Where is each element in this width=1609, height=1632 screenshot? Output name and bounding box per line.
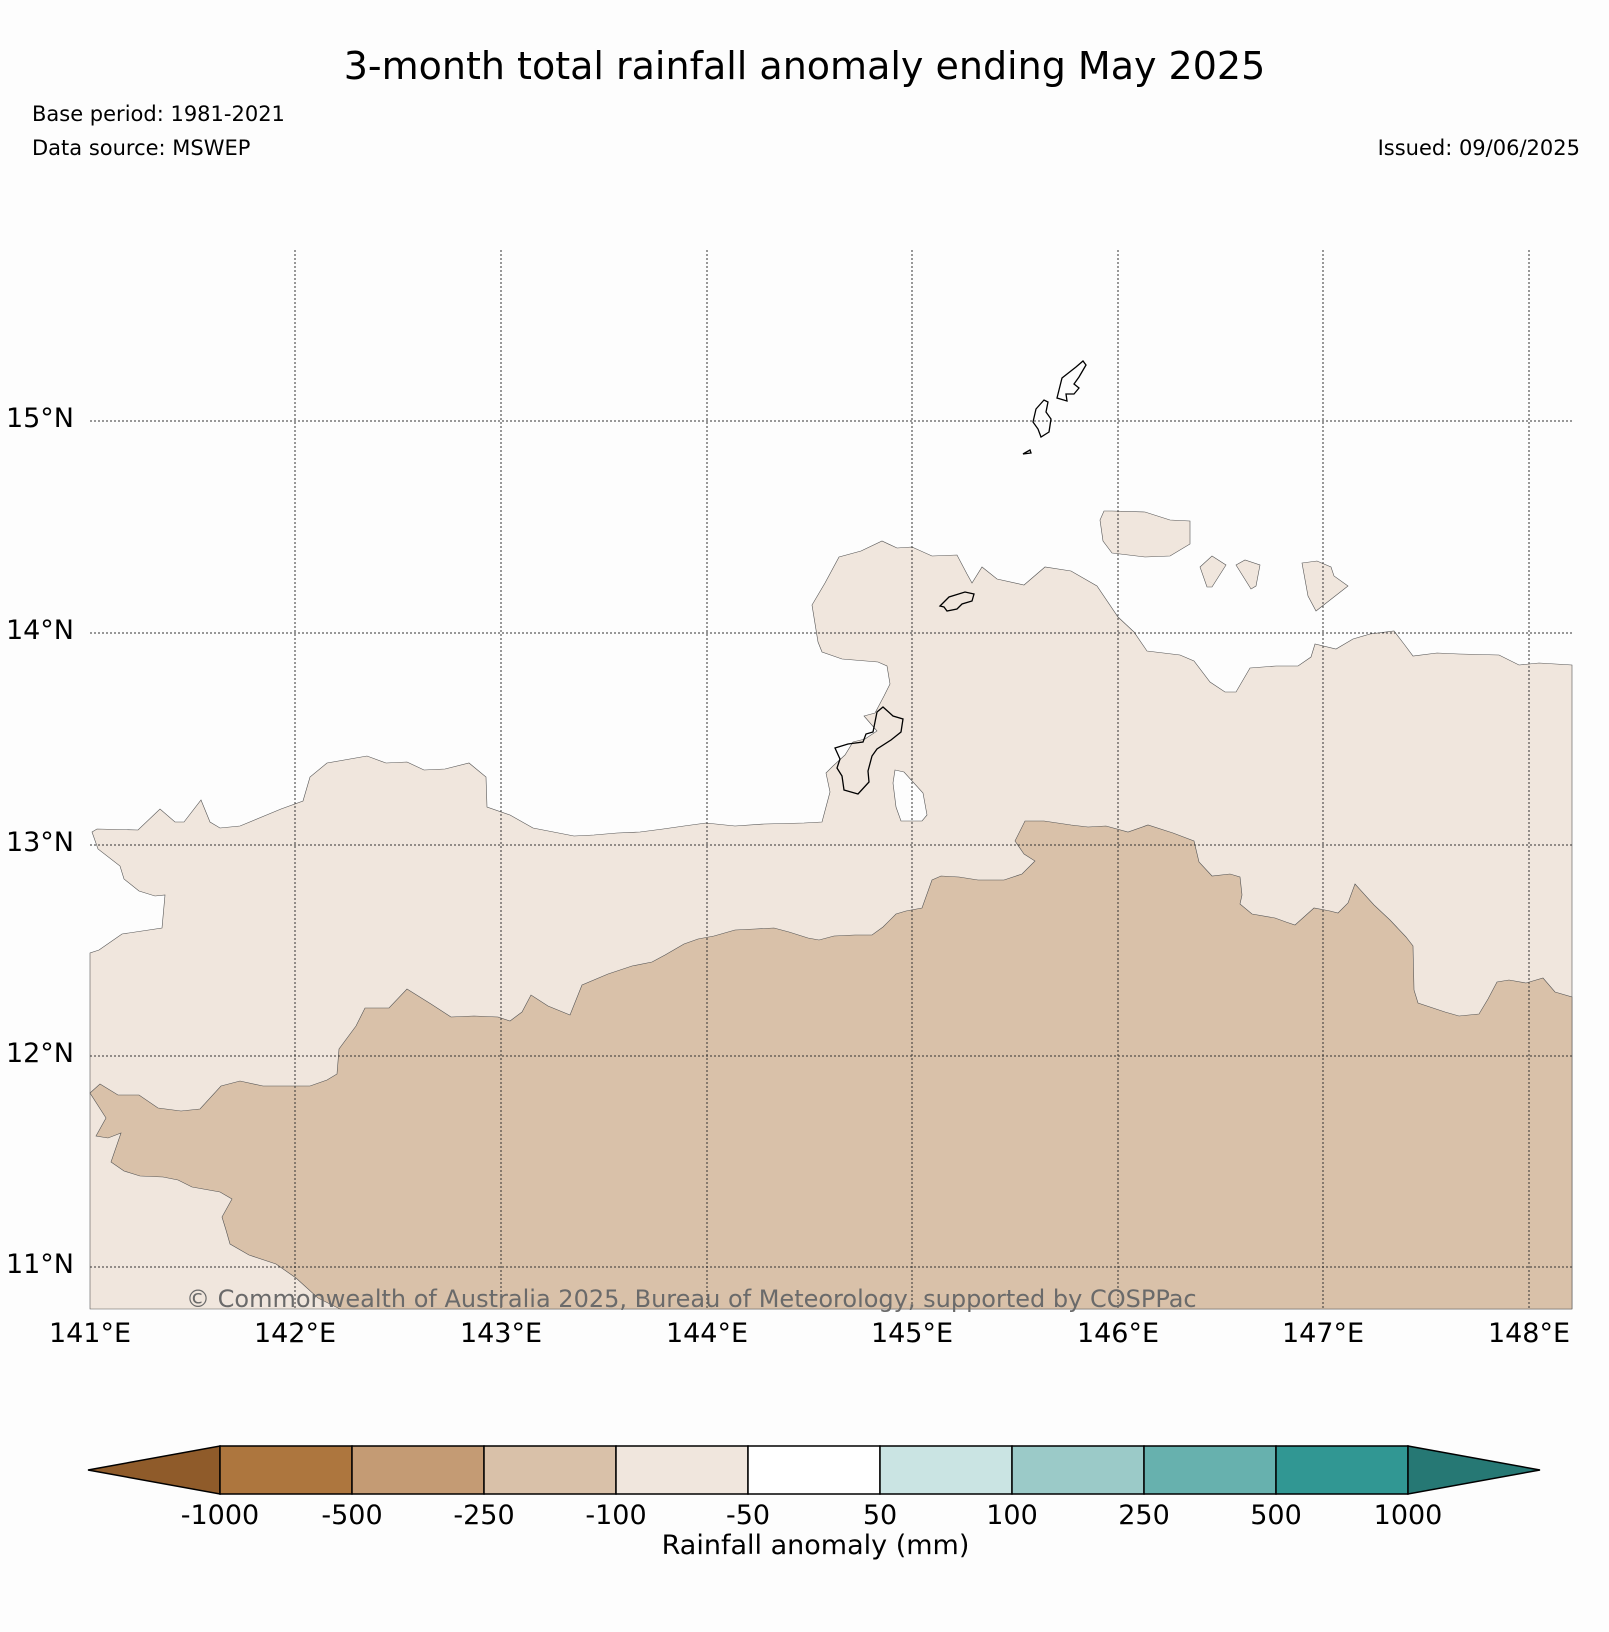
lat-label-15n: 15°N <box>5 403 74 434</box>
colorbar-tick: 1000 <box>1373 1500 1443 1531</box>
issued-date-text: Issued: 09/06/2025 <box>1377 136 1580 160</box>
copyright-text: © Commonwealth of Australia 2025, Bureau… <box>186 1285 1197 1313</box>
lon-label-143e: 143°E <box>459 1318 543 1349</box>
colorbar-tick: 100 <box>986 1500 1038 1531</box>
colorbar-tick: -1000 <box>180 1500 260 1531</box>
colorbar-tick: -250 <box>453 1500 515 1531</box>
base-period-text: Base period: 1981-2021 <box>32 102 285 126</box>
lon-label-142e: 142°E <box>253 1318 337 1349</box>
lon-label-146e: 146°E <box>1076 1318 1160 1349</box>
island-outlines <box>834 360 1087 795</box>
lat-label-13n: 13°N <box>5 827 74 858</box>
lat-label-12n: 12°N <box>5 1038 74 1069</box>
lat-label-14n: 14°N <box>5 615 74 646</box>
colorbar-title: Rainfall anomaly (mm) <box>661 1530 970 1561</box>
colorbar-tick: 500 <box>1250 1500 1302 1531</box>
colorbar-tick: 250 <box>1118 1500 1170 1531</box>
lon-label-145e: 145°E <box>870 1318 954 1349</box>
lat-label-11n: 11°N <box>5 1249 74 1280</box>
map-title: 3-month total rainfall anomaly ending Ma… <box>343 44 1266 88</box>
data-source-text: Data source: MSWEP <box>32 136 251 160</box>
graticule <box>90 250 1572 1309</box>
colorbar-tick: -100 <box>585 1500 647 1531</box>
colorbar-tick: 50 <box>862 1500 898 1531</box>
colorbar <box>87 1445 1541 1495</box>
lon-label-148e: 148°E <box>1487 1318 1571 1349</box>
colorbar-tick: -500 <box>321 1500 383 1531</box>
anomaly-region-dark <box>89 820 1573 1310</box>
lon-label-147e: 147°E <box>1281 1318 1365 1349</box>
lon-label-141e: 141°E <box>48 1318 132 1349</box>
colorbar-tick: -50 <box>725 1500 771 1531</box>
lon-label-144e: 144°E <box>665 1318 749 1349</box>
